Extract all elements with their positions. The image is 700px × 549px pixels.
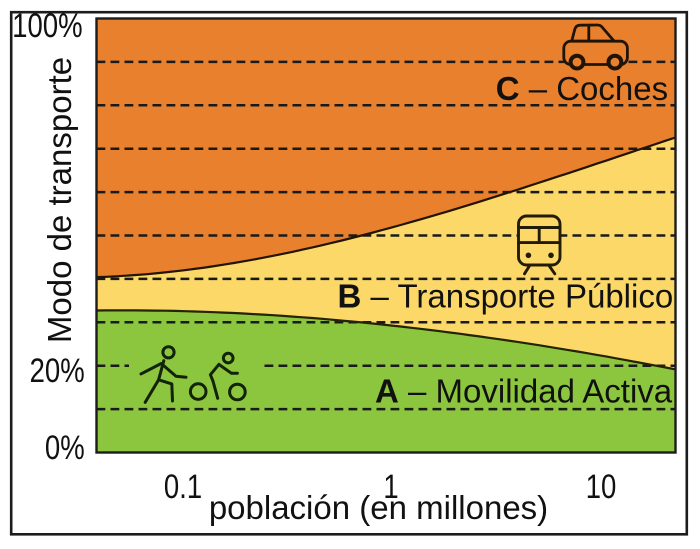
svg-text:C – Coches: C – Coches [496, 70, 668, 107]
svg-text:A – Movilidad Activa: A – Movilidad Activa [375, 373, 673, 410]
svg-text:Modo de transporte: Modo de transporte [41, 57, 78, 343]
svg-text:B – Transporte Público: B – Transporte Público [338, 278, 674, 315]
svg-text:población (en millones): población (en millones) [209, 489, 548, 526]
